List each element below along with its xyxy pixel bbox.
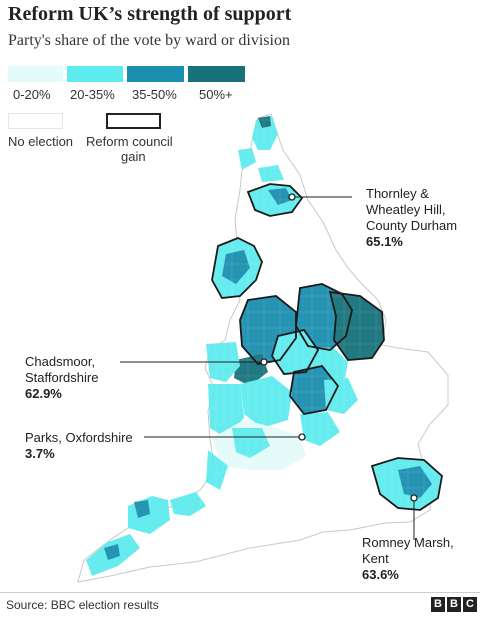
annotation-thornley: Thornley & Wheatley Hill, County Durham … bbox=[366, 186, 457, 250]
gain-durham bbox=[246, 183, 304, 217]
marker-chadsmoor bbox=[260, 358, 268, 366]
annotation-chadsmoor-line2: Staffordshire bbox=[25, 370, 99, 385]
chart-title: Reform UK’s strength of support bbox=[8, 3, 292, 25]
annotation-chadsmoor-value: 62.9% bbox=[25, 386, 62, 401]
legend-gain-swatch bbox=[106, 113, 161, 129]
gain-notts bbox=[295, 283, 353, 351]
gain-staffordshire bbox=[239, 295, 297, 365]
annotation-romney-line1: Romney Marsh, bbox=[362, 535, 454, 550]
legend-label-50-plus: 50%+ bbox=[199, 87, 233, 102]
legend-swatch-50-plus bbox=[188, 66, 245, 82]
annotation-leaders bbox=[120, 196, 415, 540]
gain-lancashire bbox=[211, 237, 263, 299]
legend-gain-label-line2: gain bbox=[121, 149, 146, 164]
marker-romney bbox=[410, 494, 418, 502]
annotation-parks-line1: Parks, Oxfordshire bbox=[25, 430, 133, 445]
region-somerset bbox=[170, 492, 206, 516]
gain-lincolnshire bbox=[328, 290, 385, 361]
legend-label-35-50: 35-50% bbox=[132, 87, 177, 102]
annotation-thornley-value: 65.1% bbox=[366, 234, 403, 249]
bbc-logo-b2: B bbox=[447, 597, 461, 612]
annotation-chadsmoor: Chadsmoor, Staffordshire 62.9% bbox=[25, 354, 98, 402]
legend-swatch-0-20 bbox=[8, 66, 63, 82]
gain-kent bbox=[370, 457, 443, 511]
legend-no-election-label: No election bbox=[8, 134, 74, 149]
bbc-logo-c: C bbox=[463, 597, 477, 612]
bbc-logo-b1: B bbox=[431, 597, 445, 612]
legend-label-20-35: 20-35% bbox=[70, 87, 115, 102]
legend-gain-label-line1: Reform council bbox=[86, 134, 173, 149]
annotation-romney-line2: Kent bbox=[362, 551, 389, 566]
gain-derbyshire bbox=[271, 328, 320, 375]
marker-parks bbox=[298, 433, 306, 441]
region-devon-dark bbox=[134, 500, 150, 518]
annotation-thornley-line1: Thornley & bbox=[366, 186, 429, 201]
legend-label-0-20: 0-20% bbox=[13, 87, 51, 102]
legend-swatch-20-35 bbox=[67, 66, 123, 82]
annotation-thornley-line2: Wheatley Hill, bbox=[366, 202, 446, 217]
marker-thornley bbox=[288, 193, 296, 201]
footer-divider bbox=[0, 592, 480, 593]
gain-leics bbox=[289, 365, 340, 415]
annotation-chadsmoor-line1: Chadsmoor, bbox=[25, 354, 96, 369]
legend-no-election-swatch bbox=[8, 113, 63, 129]
region-cornwall-dark bbox=[104, 544, 120, 560]
annotation-thornley-line3: County Durham bbox=[366, 218, 458, 233]
reform-gain-outlines bbox=[211, 183, 443, 511]
chart-subtitle: Party's share of the vote by ward or div… bbox=[8, 32, 290, 49]
annotation-parks: Parks, Oxfordshire 3.7% bbox=[25, 430, 133, 462]
annotation-markers bbox=[260, 193, 418, 502]
source-note: Source: BBC election results bbox=[6, 598, 159, 612]
legend-swatch-35-50 bbox=[127, 66, 184, 82]
annotation-romney-value: 63.6% bbox=[362, 567, 399, 582]
annotation-parks-value: 3.7% bbox=[25, 446, 55, 461]
annotation-romney: Romney Marsh, Kent 63.6% bbox=[362, 535, 454, 583]
